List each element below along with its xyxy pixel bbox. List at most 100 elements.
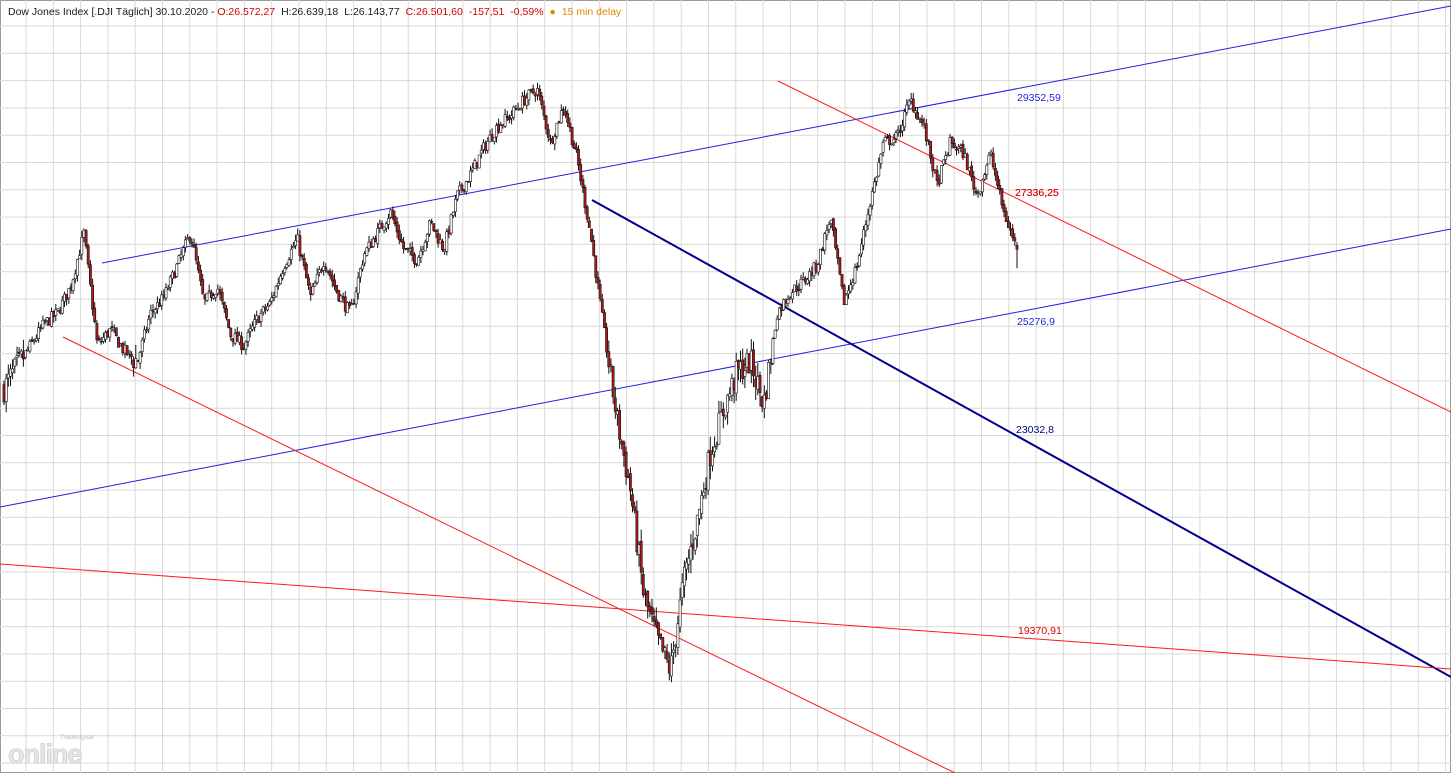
- candle: [307, 273, 310, 290]
- candle-body: [399, 238, 403, 242]
- candle: [333, 273, 336, 291]
- change-percent: -0,59%: [510, 6, 543, 18]
- candle: [879, 153, 883, 169]
- candle-body: [73, 273, 77, 280]
- candle-body: [335, 285, 339, 293]
- candle-body: [34, 338, 38, 342]
- candle-body: [298, 235, 302, 256]
- candle: [499, 121, 503, 133]
- candle: [140, 337, 144, 357]
- candle-body: [436, 233, 440, 244]
- candle: [700, 490, 704, 520]
- candle: [259, 309, 263, 327]
- candle-body: [525, 97, 529, 106]
- candle: [914, 106, 917, 119]
- candle-body: [391, 209, 395, 218]
- candle-body: [752, 349, 755, 377]
- candle-body: [1011, 228, 1015, 238]
- candle-body: [942, 159, 946, 165]
- candle-body: [847, 290, 850, 295]
- candles: [2, 82, 1019, 683]
- candle: [365, 246, 369, 257]
- candle: [771, 337, 775, 365]
- candle: [395, 217, 399, 239]
- candle: [512, 105, 516, 121]
- candle-body: [603, 312, 606, 329]
- candle: [166, 284, 170, 291]
- candle: [471, 162, 475, 173]
- candle: [138, 351, 142, 370]
- candle-body: [225, 308, 228, 319]
- candle-body: [179, 254, 183, 258]
- blue-channel-upper-line[interactable]: [101, 5, 1451, 264]
- candle-body: [410, 247, 414, 256]
- candle-body: [939, 165, 943, 184]
- candle: [935, 165, 939, 187]
- candle-body: [412, 254, 416, 264]
- candle-body: [281, 273, 285, 279]
- candle: [1006, 216, 1010, 229]
- candle-body: [181, 247, 185, 257]
- delay-notice: 15 min delay: [562, 6, 622, 18]
- candle: [460, 182, 464, 194]
- candle-body: [972, 176, 976, 190]
- candle: [311, 282, 315, 296]
- candle: [944, 151, 948, 165]
- candle-body: [490, 134, 494, 141]
- candle: [980, 178, 984, 197]
- candle: [41, 315, 45, 330]
- candle-body: [315, 273, 319, 284]
- red-downtrend-lower-line[interactable]: [62, 336, 956, 773]
- candle-body: [961, 143, 965, 159]
- candle: [579, 158, 583, 186]
- candle: [225, 305, 228, 321]
- candle-body: [762, 394, 766, 409]
- candle: [635, 500, 639, 556]
- candle: [825, 224, 829, 241]
- candle-body: [382, 226, 386, 231]
- candle-body: [862, 229, 866, 246]
- candle-body: [233, 333, 237, 344]
- candle-body: [970, 165, 974, 178]
- candle-body: [279, 276, 282, 285]
- candle-body: [728, 393, 732, 398]
- candle: [775, 315, 779, 332]
- candle: [134, 344, 138, 369]
- candle-body: [570, 126, 574, 145]
- candle-body: [402, 241, 406, 250]
- candle: [842, 283, 846, 306]
- red-support-line[interactable]: [0, 563, 1451, 670]
- navy-downtrend-line[interactable]: [591, 199, 1451, 678]
- candle-body: [1013, 237, 1017, 242]
- candle-body: [976, 192, 980, 194]
- candle: [175, 262, 179, 278]
- candle-body: [199, 269, 203, 282]
- candle-body: [320, 270, 323, 272]
- candle: [417, 255, 421, 266]
- candle-body: [723, 414, 727, 418]
- candle: [905, 99, 909, 116]
- candle: [777, 306, 781, 321]
- candle: [702, 482, 706, 500]
- candle: [678, 587, 682, 633]
- candle-body: [808, 270, 812, 282]
- candle-body: [937, 179, 941, 185]
- candle-body: [210, 292, 213, 299]
- candle-body: [875, 176, 879, 182]
- candle-body: [834, 228, 838, 249]
- candle: [214, 293, 218, 302]
- candle: [762, 385, 766, 419]
- candle-body: [948, 137, 952, 156]
- candle-body: [378, 223, 382, 228]
- candle-body: [896, 129, 900, 132]
- blue-channel-lower-line[interactable]: [0, 228, 1451, 508]
- candle-body: [622, 441, 626, 456]
- candle-body: [838, 257, 842, 275]
- candle-body: [711, 453, 714, 467]
- candle-body: [313, 282, 317, 287]
- candle: [726, 393, 730, 425]
- candle-body: [544, 115, 548, 130]
- candle: [127, 350, 131, 359]
